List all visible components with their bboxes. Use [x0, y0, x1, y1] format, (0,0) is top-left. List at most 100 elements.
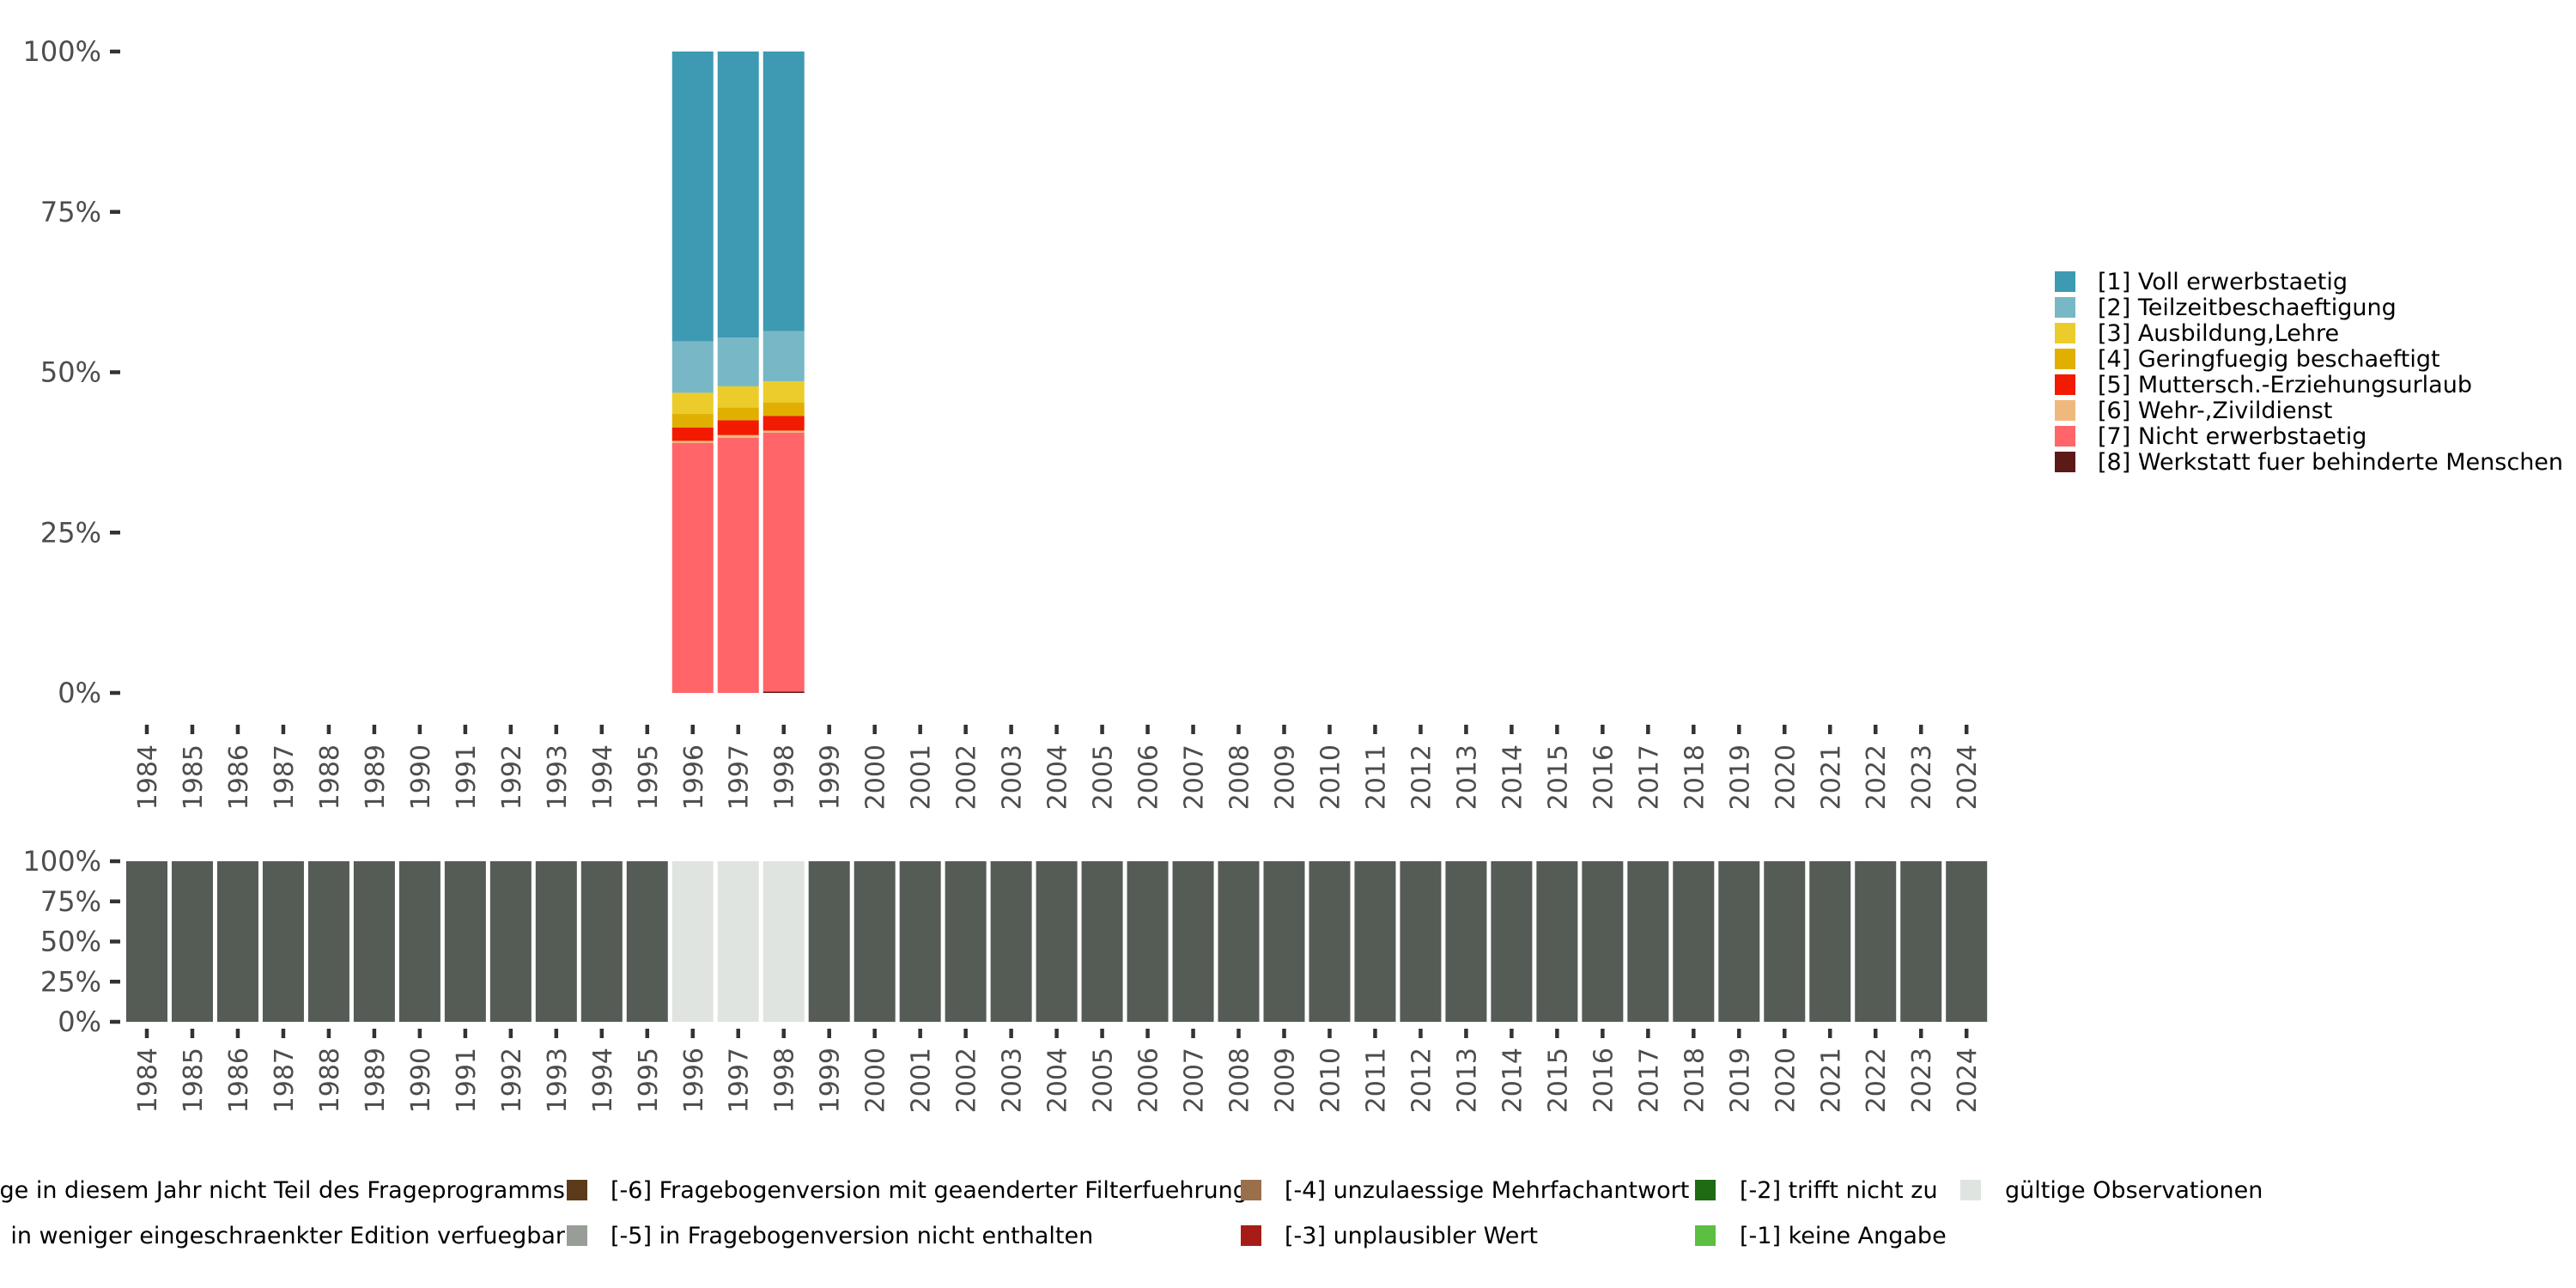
- x-tick-label: 1997: [725, 1048, 755, 1113]
- legend-swatch: [2055, 349, 2075, 369]
- x-tick-label: 2022: [1862, 1048, 1892, 1113]
- bar-segment: [671, 442, 714, 693]
- bar-segment: [1036, 861, 1078, 1022]
- legend-swatch: [1241, 1180, 1261, 1200]
- bar-segment: [762, 380, 805, 403]
- x-tick-label: 1986: [224, 744, 254, 810]
- bar-segment: [762, 432, 805, 692]
- bar-segment: [126, 861, 167, 1022]
- x-tick-label: 2010: [1315, 1048, 1346, 1113]
- x-tick-label: 1990: [406, 744, 436, 810]
- bar-segment: [762, 691, 805, 693]
- x-tick-label: 1995: [634, 744, 664, 810]
- x-tick-label: 1996: [679, 1048, 709, 1113]
- bar-segment: [1627, 861, 1669, 1022]
- legend-label: [7] Nicht erwerbstaetig: [2098, 423, 2366, 450]
- y-tick-label: 100%: [23, 35, 101, 68]
- bar-segment: [1218, 861, 1260, 1022]
- bar-segment: [945, 861, 987, 1022]
- legend-label: [-3] unplausibler Wert: [1285, 1223, 1538, 1249]
- legend-label: [-1] keine Angabe: [1740, 1223, 1947, 1249]
- bar-segment: [1900, 861, 1942, 1022]
- x-tick-label: 2023: [1907, 744, 1937, 810]
- x-tick-label: 2020: [1771, 1048, 1801, 1113]
- x-tick-label: 2009: [1271, 1048, 1301, 1113]
- bar-segment: [1445, 861, 1487, 1022]
- y-tick-label: 25%: [40, 516, 101, 549]
- bar-segment: [1263, 861, 1305, 1022]
- bar-segment: [762, 52, 805, 331]
- x-tick-label: 2016: [1589, 1048, 1619, 1113]
- x-tick-label: 2002: [952, 1048, 982, 1113]
- bar-segment: [717, 52, 759, 338]
- legend-swatch: [1695, 1180, 1716, 1200]
- y-tick-label: 50%: [40, 926, 101, 958]
- bar-segment: [535, 861, 577, 1022]
- bar-segment: [1582, 861, 1624, 1022]
- x-tick-label: 1985: [179, 1048, 209, 1113]
- x-tick-label: 2017: [1634, 1048, 1664, 1113]
- x-tick-label: 1990: [406, 1048, 436, 1113]
- x-tick-label: 2006: [1134, 1048, 1164, 1113]
- x-tick-label: 1999: [816, 744, 846, 810]
- y-tick-label: 0%: [58, 1005, 101, 1038]
- bar-segment: [1946, 861, 1988, 1022]
- x-tick-label: 1999: [816, 1048, 846, 1113]
- x-tick-label: 2000: [861, 1048, 891, 1113]
- legend-swatch: [1241, 1225, 1261, 1246]
- x-tick-label: 2004: [1043, 744, 1073, 810]
- bar-segment: [717, 386, 759, 408]
- x-tick-label: 2017: [1634, 744, 1664, 810]
- x-tick-label: 1994: [588, 1048, 618, 1113]
- x-tick-label: 2014: [1498, 744, 1528, 810]
- legend-label: [3] Ausbildung,Lehre: [2098, 320, 2339, 347]
- bar-segment: [262, 861, 304, 1022]
- right-legend: [1] Voll erwerbstaetig[2] Teilzeitbescha…: [2055, 269, 2563, 476]
- bar-segment: [1764, 861, 1806, 1022]
- bar-segment: [717, 861, 759, 1022]
- bar-segment: [1081, 861, 1123, 1022]
- bar-segment: [1354, 861, 1396, 1022]
- x-tick-label: 1992: [497, 1048, 527, 1113]
- x-tick-label: 2014: [1498, 1048, 1528, 1113]
- legend-label: [1] Voll erwerbstaetig: [2098, 269, 2348, 295]
- x-tick-label: 2006: [1134, 744, 1164, 810]
- bar-segment: [489, 861, 532, 1022]
- x-tick-label: 2010: [1315, 744, 1346, 810]
- x-tick-label: 2003: [998, 744, 1028, 810]
- bar-segment: [307, 861, 349, 1022]
- x-tick-label: 2002: [952, 744, 982, 810]
- legend-swatch: [1695, 1225, 1716, 1246]
- bottom-panel: 0% 25% 50% 75% 100% 1984 1985 1986 1987 1988 1989 1…: [23, 845, 1988, 1113]
- bar-segment: [171, 861, 213, 1022]
- x-tick-label: 2023: [1907, 1048, 1937, 1113]
- x-tick-label: 1998: [770, 744, 800, 810]
- x-tick-label: 1991: [452, 1048, 482, 1113]
- x-tick-label: 2008: [1225, 744, 1255, 810]
- x-tick-label: 1984: [133, 1048, 163, 1113]
- bar-segment: [1309, 861, 1351, 1022]
- bar-segment: [808, 861, 850, 1022]
- legend-label: [-2] trifft nicht zu: [1740, 1177, 1938, 1204]
- bar-segment: [899, 861, 941, 1022]
- x-tick-label: 1989: [361, 744, 391, 810]
- legend-swatch: [2055, 297, 2075, 318]
- x-tick-label: 1988: [315, 744, 345, 810]
- bar-segment: [717, 407, 759, 421]
- x-tick-label: 1997: [725, 744, 755, 810]
- x-tick-label: 2007: [1180, 744, 1210, 810]
- x-tick-label: 2013: [1452, 1048, 1482, 1113]
- x-tick-label: 2018: [1680, 1048, 1710, 1113]
- bottom-legend: ge in diesem Jahr nicht Teil des Fragepr…: [0, 1177, 2263, 1249]
- x-tick-label: 1988: [315, 1048, 345, 1113]
- x-tick-label: 2015: [1543, 1048, 1573, 1113]
- legend-label: in weniger eingeschraenkter Edition verf…: [10, 1223, 566, 1249]
- bar-segment: [671, 440, 714, 443]
- legend-swatch: [2055, 374, 2075, 395]
- bar-segment: [626, 861, 668, 1022]
- x-tick-label: 2019: [1725, 744, 1755, 810]
- x-tick-label: 2000: [861, 744, 891, 810]
- legend-swatch: [2055, 323, 2075, 343]
- bar-segment: [1491, 861, 1533, 1022]
- bar-segment: [990, 861, 1032, 1022]
